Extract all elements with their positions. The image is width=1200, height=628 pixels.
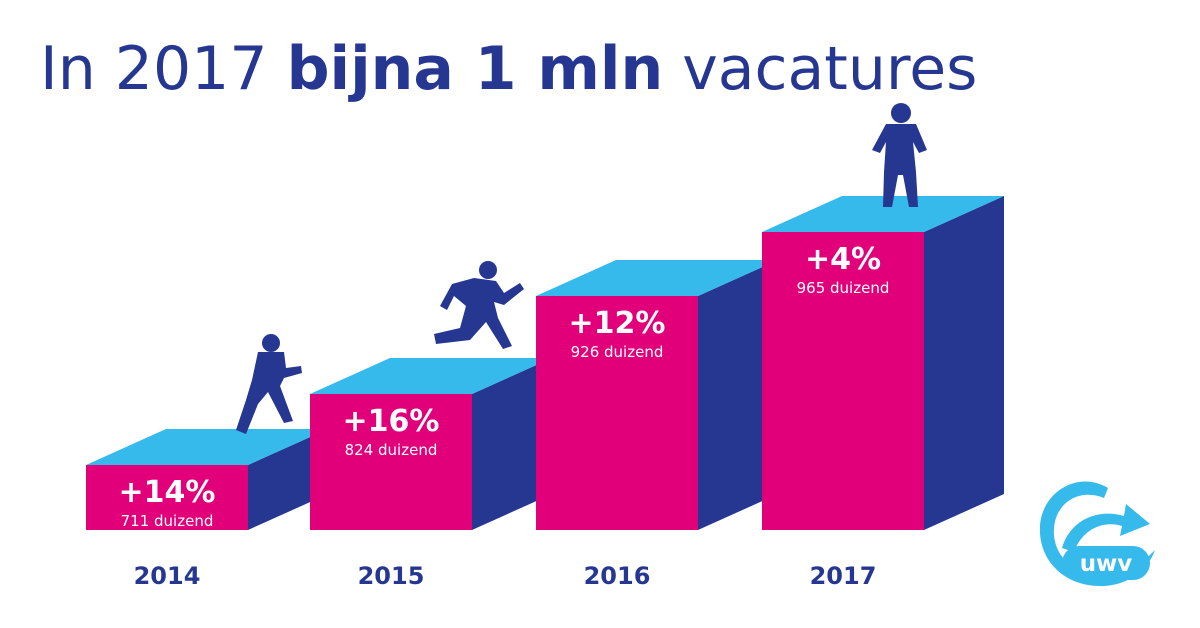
growth-label-2014: +14% [119,475,216,510]
value-label-2014: 711 duizend [121,512,214,530]
bar-side-2016 [698,260,778,530]
bar-front-2014 [86,465,248,530]
title-part-2: bijna 1 mln [286,34,664,104]
growth-label-2017: +4% [805,242,881,277]
bar-front-2017 [762,232,924,530]
year-label-2016: 2016 [584,562,651,590]
bar-side-2017 [924,196,1004,530]
growth-label-2015: +16% [343,404,440,439]
year-label-2015: 2015 [358,562,425,590]
value-label-2017: 965 duizend [797,279,890,297]
figure-climbing-icon [236,334,302,434]
year-label-2014: 2014 [134,562,201,590]
value-label-2016: 926 duizend [571,343,664,361]
bar-front-2016 [536,296,698,530]
year-label-2017: 2017 [810,562,877,590]
growth-label-2016: +12% [569,306,666,341]
bar-2016: +12% 926 duizend 2016 [536,260,778,590]
bar-top-2014 [86,429,328,465]
bar-2014: +14% 711 duizend 2014 [86,429,328,590]
bar-side-2015 [472,358,552,530]
chart-title: In 2017 bijna 1 mln vacatures [40,34,977,104]
bar-top-2015 [310,358,552,394]
figure-running-icon [434,261,524,349]
bar-top-2017 [762,196,1004,232]
figure-standing-icon [872,103,927,207]
logo-text: uwv [1080,551,1133,577]
bar-front-2015 [310,394,472,530]
bar-2015: +16% 824 duizend 2015 [310,358,552,590]
logo-badge [1062,546,1150,580]
uwv-logo: uwv [1039,481,1155,586]
logo-arrow-icon [1062,504,1150,552]
bar-side-2014 [248,429,328,530]
bar-2017: +4% 965 duizend 2017 [762,196,1004,590]
bar-top-2016 [536,260,778,296]
value-label-2015: 824 duizend [345,441,438,459]
title-part-3: vacatures [663,34,978,104]
title-part-1: In 2017 [40,34,287,104]
